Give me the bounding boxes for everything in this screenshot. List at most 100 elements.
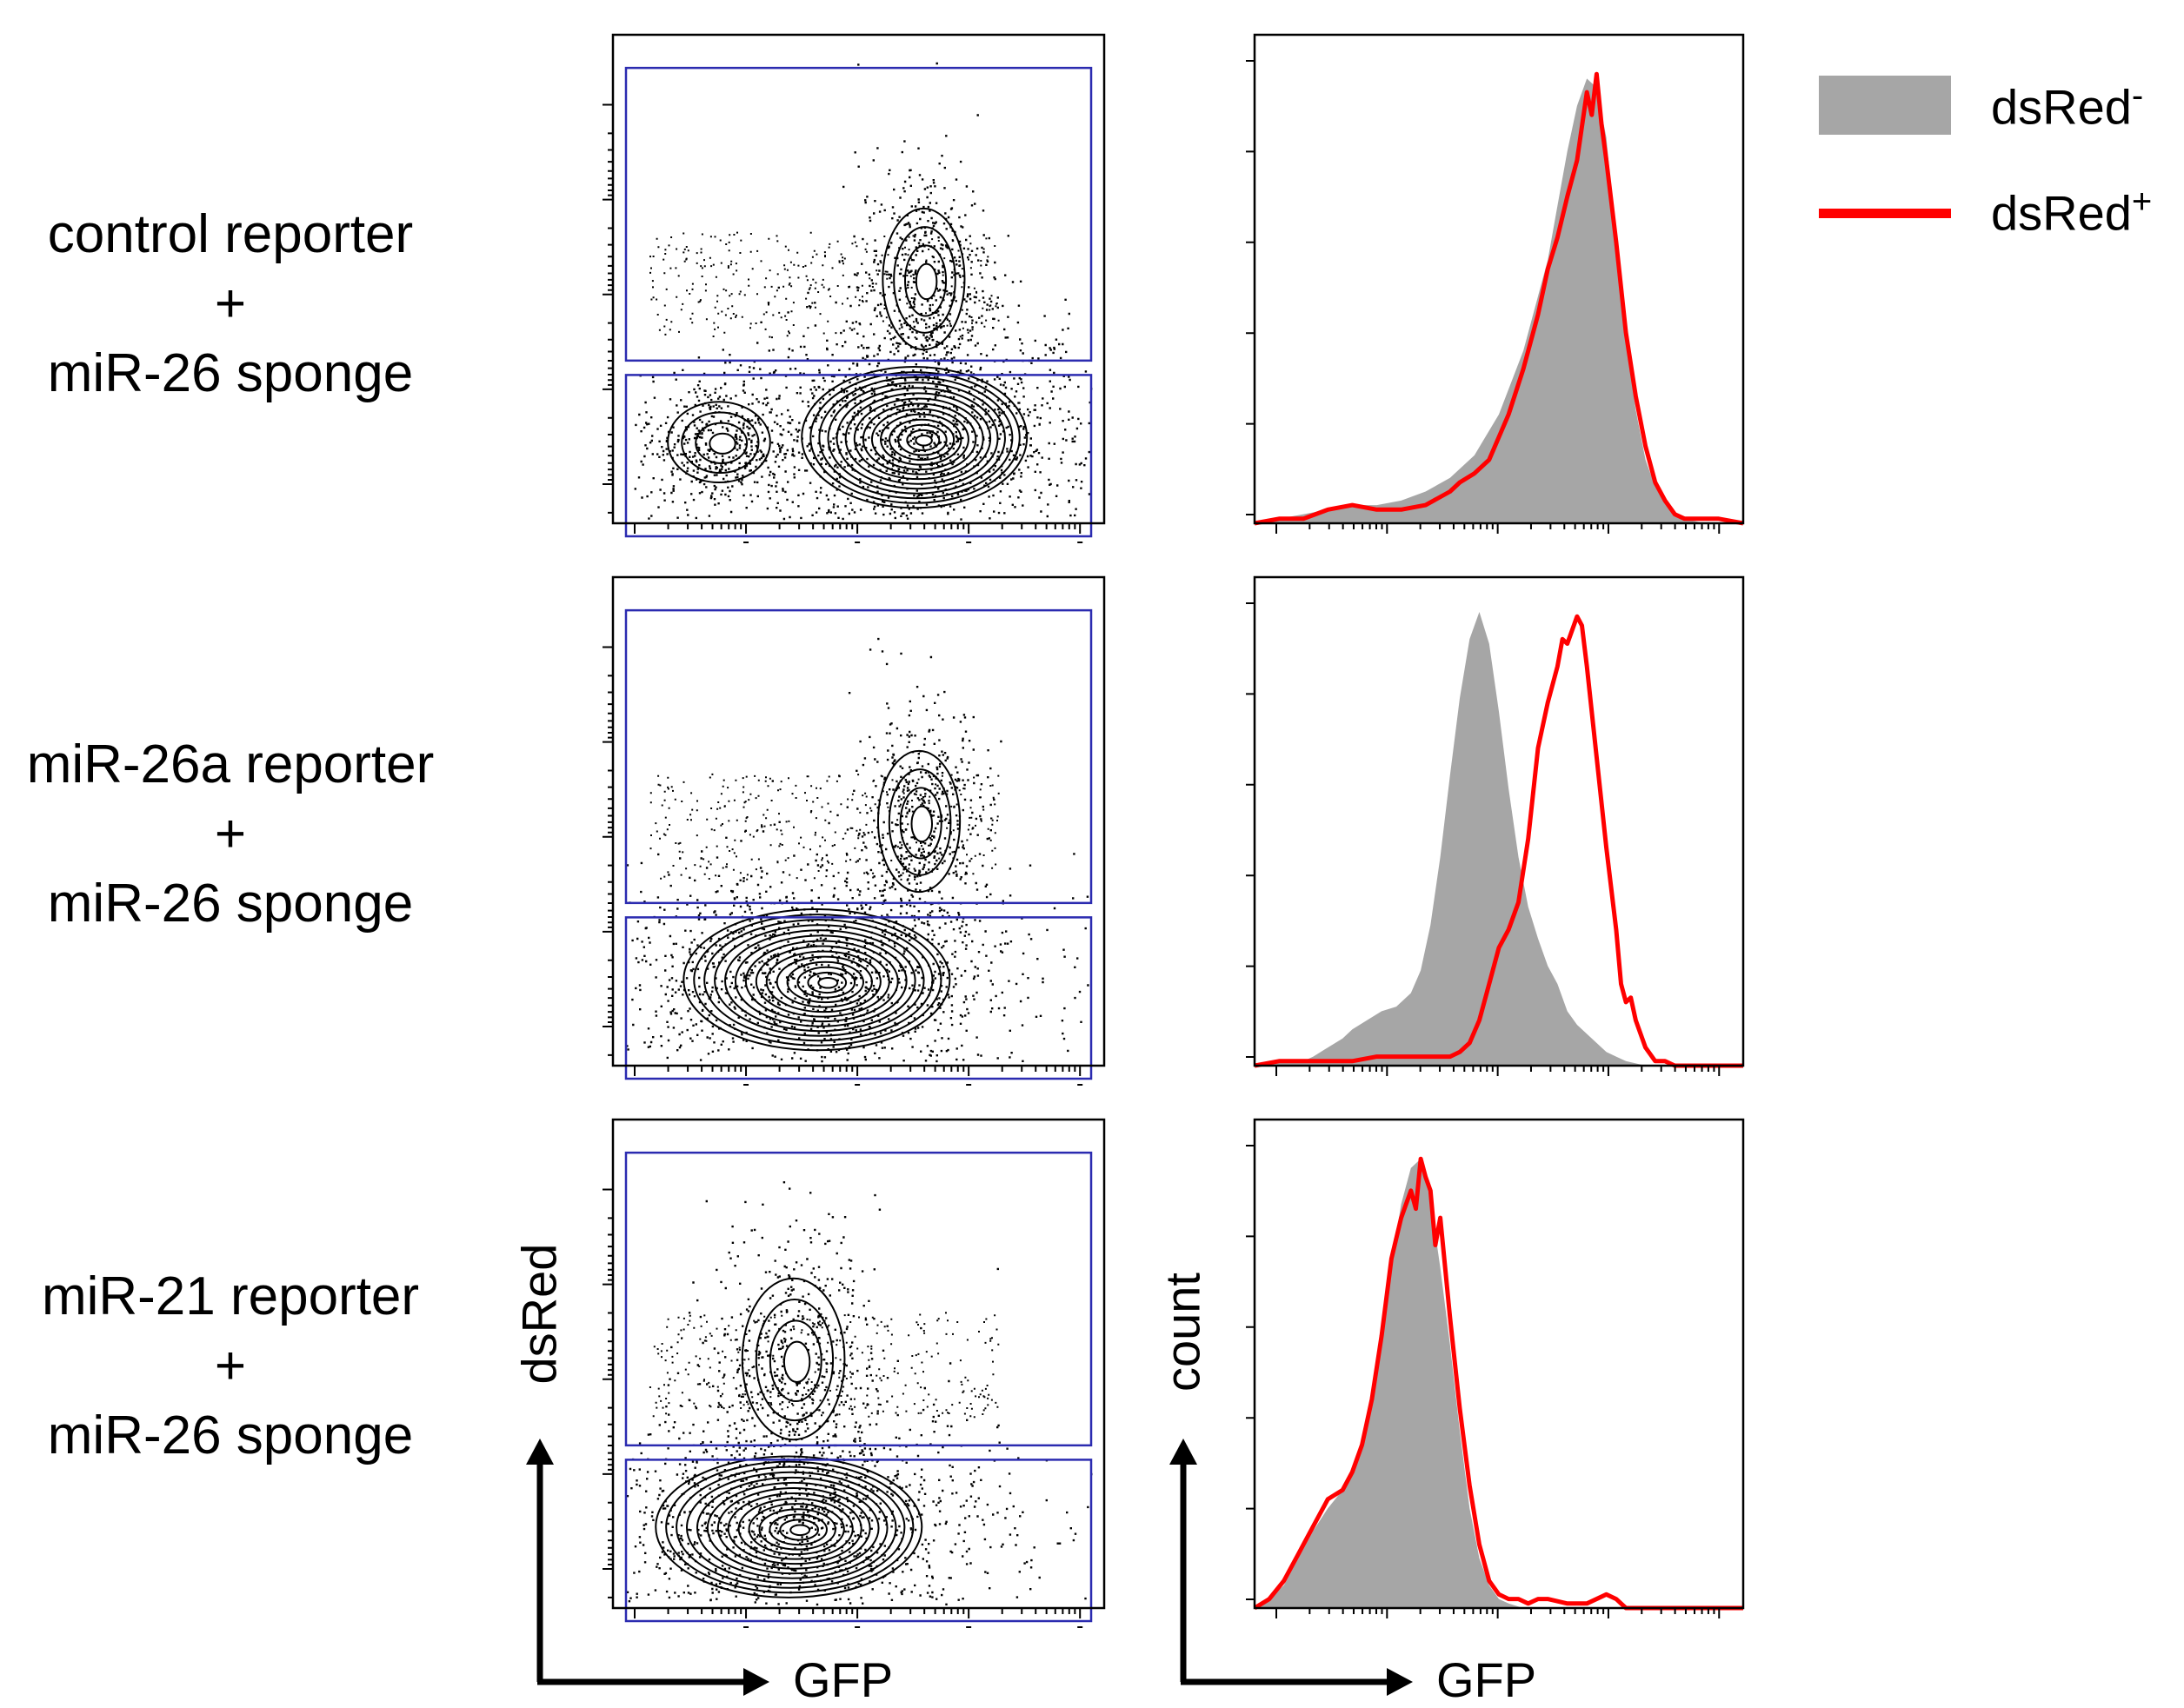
contour-ring [801, 366, 1029, 509]
contour-ring [906, 429, 941, 452]
contour-ring [755, 945, 890, 1018]
contour-y-axis-label: dsRed [511, 1243, 567, 1385]
hist-filled-1 [1255, 78, 1743, 524]
contour-ring [665, 1460, 915, 1594]
contour-frame-1 [611, 33, 1106, 525]
contour-ring [818, 376, 1014, 500]
contour-2-ticks [603, 646, 1082, 1076]
contour-ring [776, 955, 873, 1008]
contour-ring [727, 1492, 862, 1565]
contour-ring [786, 960, 865, 1004]
contour-ring [876, 749, 962, 894]
contour-ring [686, 1471, 897, 1585]
hist-x-ticks-1 [1275, 523, 1721, 534]
gate-dsred-positive-1 [624, 66, 1093, 362]
panels-layer [603, 33, 1745, 1628]
legend-swatch-positive [1819, 209, 1951, 218]
hist-line-2 [1254, 614, 1743, 1068]
contour-y-arrow-head [526, 1439, 554, 1465]
hist-y-ticks-3 [1246, 1145, 1255, 1600]
contour-ring [744, 940, 899, 1023]
hist-x-arrow-head [1387, 1668, 1413, 1696]
contour-ring [693, 914, 942, 1047]
contour-3-ticks [603, 1188, 1082, 1618]
contour-ring [724, 929, 916, 1033]
histogram-panel-3 [1246, 1118, 1745, 1618]
contour-ring [676, 1465, 906, 1589]
contour-ring [709, 432, 736, 455]
contour-panel-1 [603, 33, 1106, 543]
contour-ring [696, 1476, 889, 1579]
contour-panel-2 [603, 575, 1106, 1086]
hist-line-3 [1253, 1156, 1743, 1611]
contour-ring [681, 411, 760, 475]
contour-ring [734, 934, 908, 1027]
hist-y-ticks-1 [1246, 60, 1255, 515]
contour-ring [880, 413, 962, 466]
row-label-3-line-2: + [214, 1336, 247, 1396]
hist-y-ticks-2 [1246, 602, 1255, 1058]
contour-ring [836, 387, 999, 490]
contour-ring [779, 1519, 820, 1541]
contour-ring [827, 382, 1006, 495]
contour-ring [755, 1299, 835, 1422]
contour-ring [915, 434, 933, 447]
contour-ring [714, 924, 925, 1037]
hist-filled-2 [1255, 612, 1743, 1066]
hist-x-ticks-3 [1275, 1608, 1721, 1618]
legend-positive-sup: + [2131, 183, 2153, 221]
row-label-1-line-3: miR-26 sponge [47, 343, 414, 403]
contour-ring [817, 976, 839, 989]
contour-dots-2 [626, 637, 1089, 1063]
contour-ring [748, 1503, 845, 1556]
gate-dsred-negative-1 [624, 374, 1093, 538]
contour-ring [897, 423, 948, 456]
contour-ring [741, 1277, 846, 1441]
contour-dots-3 [626, 1181, 1093, 1606]
gate-dsred-negative-3 [624, 1459, 1093, 1623]
row-label-2-line-1: miR-26a reporter [26, 734, 435, 794]
gate-dsred-negative-2 [624, 916, 1093, 1080]
hist-frame-2 [1253, 575, 1745, 1067]
contour-ring [716, 1486, 871, 1570]
contour-ring [737, 1498, 854, 1560]
hist-y-axis-label: count [1155, 1273, 1210, 1392]
contour-ring [782, 1340, 811, 1383]
contour-ring [910, 805, 934, 843]
contour-ring [796, 966, 856, 999]
row-label-1: control reporter + miR-26 sponge [0, 200, 461, 409]
contour-ring [862, 402, 977, 475]
contour-ring [769, 1513, 828, 1546]
contour-ring [889, 418, 956, 462]
contour-ring [667, 401, 771, 484]
histogram-panel-2 [1246, 575, 1745, 1076]
contour-ring [853, 397, 984, 481]
contour-ring [809, 371, 1021, 504]
contour-ring [703, 919, 934, 1042]
legend-negative-sup: - [2131, 76, 2144, 115]
contour-ring [882, 207, 966, 351]
row-label-3-line-1: miR-21 reporter [41, 1266, 420, 1326]
contour-ring [904, 244, 948, 317]
gate-dsred-positive-3 [624, 1151, 1093, 1447]
legend-negative-text: dsRed [1991, 79, 2132, 135]
contour-1-ticks [603, 103, 1082, 534]
hist-y-arrow-head [1169, 1439, 1197, 1465]
row-label-2-line-3: miR-26 sponge [47, 874, 414, 934]
contour-ring [695, 422, 749, 464]
contour-ring [888, 768, 952, 876]
contour-ring [682, 908, 951, 1052]
contour-ring [844, 392, 992, 485]
contour-ring [789, 1524, 811, 1537]
contour-ring [655, 1455, 923, 1598]
hist-axis-arrows [1169, 1439, 1413, 1696]
row-label-3: miR-21 reporter + miR-26 sponge [0, 1262, 461, 1471]
contour-panel-3 [603, 1118, 1106, 1628]
row-label-2: miR-26a reporter + miR-26 sponge [0, 730, 461, 939]
legend-label-negative: dsRed- [1991, 76, 2143, 136]
histogram-panel-1 [1246, 33, 1745, 534]
contour-ring [765, 950, 882, 1014]
hist-frame-3 [1253, 1118, 1745, 1610]
legend-label-positive: dsRed+ [1991, 183, 2152, 242]
